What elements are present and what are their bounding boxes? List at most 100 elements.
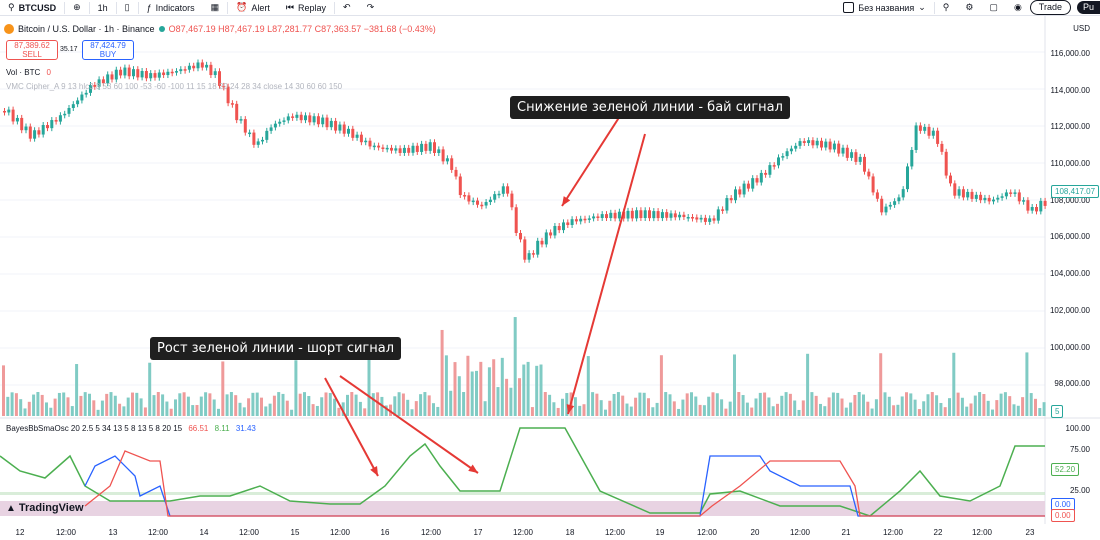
interval-button[interactable]: 1h xyxy=(90,0,116,15)
indicator-legend[interactable]: VMC Cipher_A 9 13 hlc3 3 53 60 100 -53 -… xyxy=(6,82,343,91)
volume-bar xyxy=(23,408,27,416)
chart-title[interactable]: Bitcoin / U.S. Dollar · 1h · Binance xyxy=(18,24,155,34)
volume-bar xyxy=(410,409,414,416)
sell-button[interactable]: 87,389.62 SELL xyxy=(6,40,58,60)
volume-bar xyxy=(118,403,122,416)
candle xyxy=(114,69,118,80)
candle xyxy=(734,189,737,201)
time-axis-label: 12:00 xyxy=(238,528,260,537)
price-axis-label: 104,000.00 xyxy=(1049,269,1090,278)
symbol-search[interactable]: ⚲ BTCUSD xyxy=(0,0,64,15)
short-signal-callout[interactable]: Рост зеленой линии - шорт сигнал xyxy=(150,337,402,360)
candle xyxy=(132,69,135,77)
volume-bar xyxy=(337,407,341,416)
volume-legend[interactable]: Vol · BTC 0 xyxy=(6,68,51,77)
candle xyxy=(390,147,393,151)
volume-bar xyxy=(939,402,943,416)
volume-bar xyxy=(711,392,715,416)
replay-button[interactable]: ⏮ Replay xyxy=(278,0,334,15)
redo-button[interactable]: ↷ xyxy=(359,0,383,15)
buy-button[interactable]: 87,424.79 BUY xyxy=(82,40,134,60)
trade-button[interactable]: Trade xyxy=(1029,0,1071,15)
volume-bar xyxy=(629,406,633,416)
candle xyxy=(643,210,647,219)
fullscreen-button[interactable]: ▢ xyxy=(981,0,1006,15)
candle xyxy=(136,69,140,78)
candle xyxy=(402,147,406,153)
osc-axis-75: 75.00 xyxy=(1069,445,1090,454)
alert-button[interactable]: ⏰ Alert xyxy=(228,0,278,15)
volume-bar xyxy=(6,396,10,416)
quick-search-button[interactable]: ⚲ xyxy=(935,0,958,15)
candle xyxy=(106,74,110,84)
candle xyxy=(673,213,677,218)
volume-bar xyxy=(40,394,44,416)
candle xyxy=(342,124,346,134)
volume-bar xyxy=(539,364,543,416)
osc-value-blue: 31.43 xyxy=(235,424,256,433)
candle xyxy=(157,72,161,78)
volume-bar xyxy=(363,408,367,416)
candle xyxy=(458,176,462,196)
volume-bar xyxy=(186,396,190,416)
volume-bar xyxy=(251,392,255,416)
chart-canvas[interactable] xyxy=(0,16,1100,524)
osc-green-line xyxy=(0,427,1045,517)
volume-bar xyxy=(131,392,134,416)
volume-bar xyxy=(672,401,676,416)
snapshot-button[interactable]: ◉ xyxy=(1006,0,1030,15)
volume-bar xyxy=(616,392,620,416)
volume-bar xyxy=(862,394,865,416)
replay-icon: ⏮ xyxy=(285,2,295,12)
volume-bar xyxy=(836,392,840,416)
volume-bar xyxy=(647,398,650,416)
volume-bar xyxy=(350,392,354,416)
volume-bar xyxy=(492,359,496,416)
layout-menu[interactable]: Без названия ⌄ xyxy=(835,0,933,15)
candle xyxy=(213,71,217,76)
candle xyxy=(789,148,793,152)
buy-arrow-2-head xyxy=(566,404,575,414)
candle xyxy=(867,171,871,177)
indicators-button[interactable]: ƒ Indicators xyxy=(139,0,203,15)
candle xyxy=(824,141,828,148)
publish-button[interactable]: Pu xyxy=(1076,1,1100,14)
volume-bar xyxy=(285,400,289,416)
templates-button[interactable]: ▦ xyxy=(203,0,228,15)
candle xyxy=(635,210,639,219)
candle xyxy=(678,214,682,218)
volume-bar xyxy=(913,399,917,416)
candle xyxy=(987,197,991,202)
volume-bar xyxy=(354,394,358,416)
candle xyxy=(308,115,312,123)
candle xyxy=(927,126,931,136)
alarm-icon: ⏰ xyxy=(236,2,248,12)
volume-bar xyxy=(801,400,805,416)
candle xyxy=(798,141,802,146)
camera-icon: ◉ xyxy=(1013,2,1022,12)
volume-bar xyxy=(199,396,203,416)
candle xyxy=(110,74,114,80)
volume-bar xyxy=(1038,408,1042,416)
oscillator-legend[interactable]: BayesBbSmaOsc 20 2.5 5 34 13 5 8 13 5 8 … xyxy=(6,424,256,433)
buy-arrow-1-head xyxy=(562,196,571,206)
chart-type-button[interactable]: ▯ xyxy=(117,0,138,15)
candle xyxy=(445,158,449,162)
candle xyxy=(433,142,436,153)
osc-value-green: 8.11 xyxy=(214,424,230,433)
volume-bar xyxy=(268,403,272,416)
tradingview-logo[interactable]: ▲ TradingView xyxy=(6,502,84,514)
volume-bar xyxy=(887,396,891,416)
volume-bar xyxy=(204,392,208,416)
undo-button[interactable]: ↶ xyxy=(335,0,359,15)
volume-bar xyxy=(126,397,130,416)
candle xyxy=(196,62,200,69)
candle xyxy=(415,145,419,152)
time-axis[interactable]: 12 12:00 13 12:00 14 12:00 15 12:00 16 12:00 17 12:… xyxy=(0,524,1060,540)
settings-button[interactable]: ⚙ xyxy=(957,0,981,15)
candle xyxy=(20,117,24,131)
time-axis-label: 16 xyxy=(380,528,390,537)
buy-signal-callout[interactable]: Снижение зеленой линии - бай сигнал xyxy=(510,96,790,119)
candle xyxy=(768,165,772,175)
compare-button[interactable]: ⊕ xyxy=(65,0,89,15)
